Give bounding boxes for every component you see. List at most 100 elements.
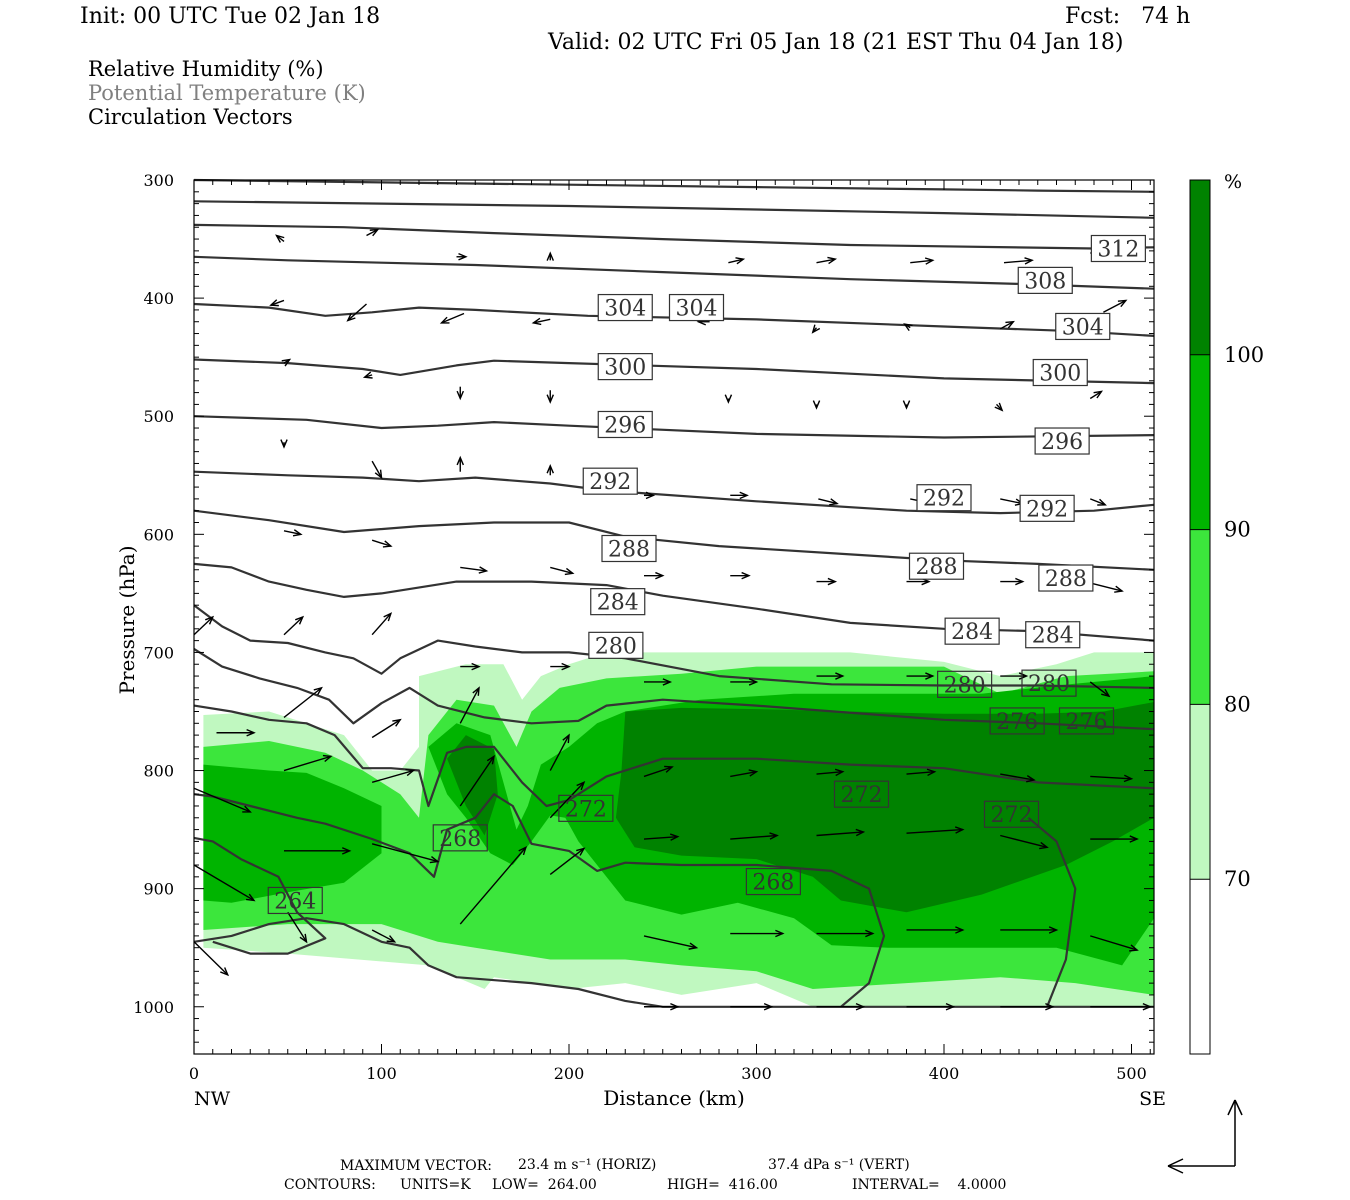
circulation-vector <box>546 464 555 476</box>
contour-label-text: 268 <box>439 827 481 852</box>
colorbar-segment <box>1190 879 1210 1054</box>
vector-head <box>346 313 356 322</box>
contour-label-text: 272 <box>841 783 883 808</box>
vector-shaft <box>283 755 332 772</box>
vector-head <box>855 1002 866 1011</box>
contour-label-text: 296 <box>604 413 646 438</box>
circulation-vector <box>1000 834 1049 850</box>
contour-label: 272 <box>833 780 890 808</box>
vector-shaft <box>371 843 438 863</box>
vector-head <box>456 455 465 466</box>
vector-head <box>472 686 480 696</box>
vector-shaft <box>371 929 395 943</box>
fcst-label: Fcst: 74 h <box>1065 4 1191 29</box>
vector-shaft <box>643 835 678 840</box>
vector-shaft <box>910 259 933 264</box>
vector-shaft <box>371 460 383 478</box>
x-end-label-se: SE <box>1139 1088 1166 1110</box>
circulation-vector <box>644 491 656 500</box>
contour-label-text: 288 <box>916 555 958 580</box>
vector-shaft <box>643 935 697 949</box>
vector-head <box>775 929 785 938</box>
circulation-vector <box>371 460 383 480</box>
vector-head <box>478 566 489 574</box>
vector-head <box>382 540 393 548</box>
contour-label-text: 304 <box>604 297 646 322</box>
contours-low: LOW= 264.00 <box>492 1177 597 1193</box>
vector-shaft <box>999 321 1014 330</box>
contour-label-text: 268 <box>752 871 794 896</box>
vector-shaft <box>1000 773 1035 781</box>
circulation-vector <box>284 847 352 855</box>
contours-high: HIGH= 416.00 <box>667 1177 778 1193</box>
contour-label-box <box>916 484 972 512</box>
colorbar-label: 80 <box>1224 692 1251 716</box>
vector-head <box>369 228 380 237</box>
contour-label: 312 <box>1090 234 1146 263</box>
vector-shaft <box>270 299 285 306</box>
circulation-vector <box>371 718 402 739</box>
vector-shaft <box>460 566 487 572</box>
circulation-vector <box>456 253 468 261</box>
contour-label-box <box>582 467 638 495</box>
contour-label: 288 <box>601 534 657 562</box>
contour-label-text: 288 <box>1045 567 1087 592</box>
vector-head <box>518 845 528 856</box>
theta-contour-264-14 <box>193 836 327 955</box>
vector-shaft <box>549 847 585 876</box>
circulation-vector <box>906 1002 956 1011</box>
vector-head <box>205 615 215 625</box>
contour-label-box <box>944 617 1000 645</box>
contour-label: 272 <box>558 794 614 822</box>
vector-shaft <box>371 769 414 784</box>
contour-label: 288 <box>1038 564 1094 592</box>
contour-label-text: 296 <box>1041 430 1083 455</box>
contour-label-text: 304 <box>676 297 718 322</box>
colorbar-frame <box>1189 179 1211 1055</box>
vector-head <box>281 358 292 367</box>
circulation-vector <box>906 768 937 777</box>
contour-label-text: 280 <box>944 673 986 698</box>
vector-head <box>865 929 875 938</box>
vector-head <box>1005 320 1015 329</box>
circulation-vector <box>283 529 303 537</box>
x-axis-label: Distance (km) <box>603 1086 745 1110</box>
contour-label-box <box>597 293 653 322</box>
contour-label-text: 284 <box>951 620 993 645</box>
theta-contour-272-12 <box>193 704 1155 808</box>
vector-shaft <box>193 616 214 636</box>
circulation-vector <box>643 765 674 778</box>
vector-head <box>456 390 465 401</box>
circulation-vector <box>550 662 571 671</box>
contour-label-text: 300 <box>1039 362 1081 387</box>
contour-label: 296 <box>597 410 653 439</box>
vector-head <box>392 718 402 727</box>
circulation-vector <box>816 1002 866 1011</box>
vector-shaft <box>549 781 585 819</box>
contour-label-box <box>937 670 993 698</box>
contours-interval: INTERVAL= 4.0000 <box>852 1177 1007 1193</box>
max-vector-vert: 37.4 dPa s⁻¹ (VERT) <box>768 1157 910 1173</box>
vector-head <box>576 781 586 791</box>
contour-label-layer: 312 308 304 304 304 300 300 296 296 292 292 292 288 2… <box>267 234 1146 914</box>
vector-head <box>748 769 759 777</box>
vector-head <box>741 571 751 580</box>
contour-label: 276 <box>1058 707 1115 735</box>
contour-label: 268 <box>432 824 488 852</box>
vector-head <box>1114 585 1124 593</box>
circulation-vector <box>371 843 440 864</box>
rh-region-100-4 <box>447 735 498 836</box>
circulation-vector <box>371 539 393 548</box>
vector-head <box>748 678 759 686</box>
contour-label-box <box>597 353 653 381</box>
contour-label-box <box>558 794 614 822</box>
contour-label-box <box>597 410 653 439</box>
vector-head <box>1048 926 1059 934</box>
vector-head <box>739 491 749 500</box>
circulation-vector <box>816 828 866 837</box>
circulation-vector <box>346 303 367 322</box>
theta-contour-312-0 <box>193 178 1155 193</box>
vector-shaft <box>371 719 401 739</box>
theta-contour-280-10 <box>193 604 1155 689</box>
